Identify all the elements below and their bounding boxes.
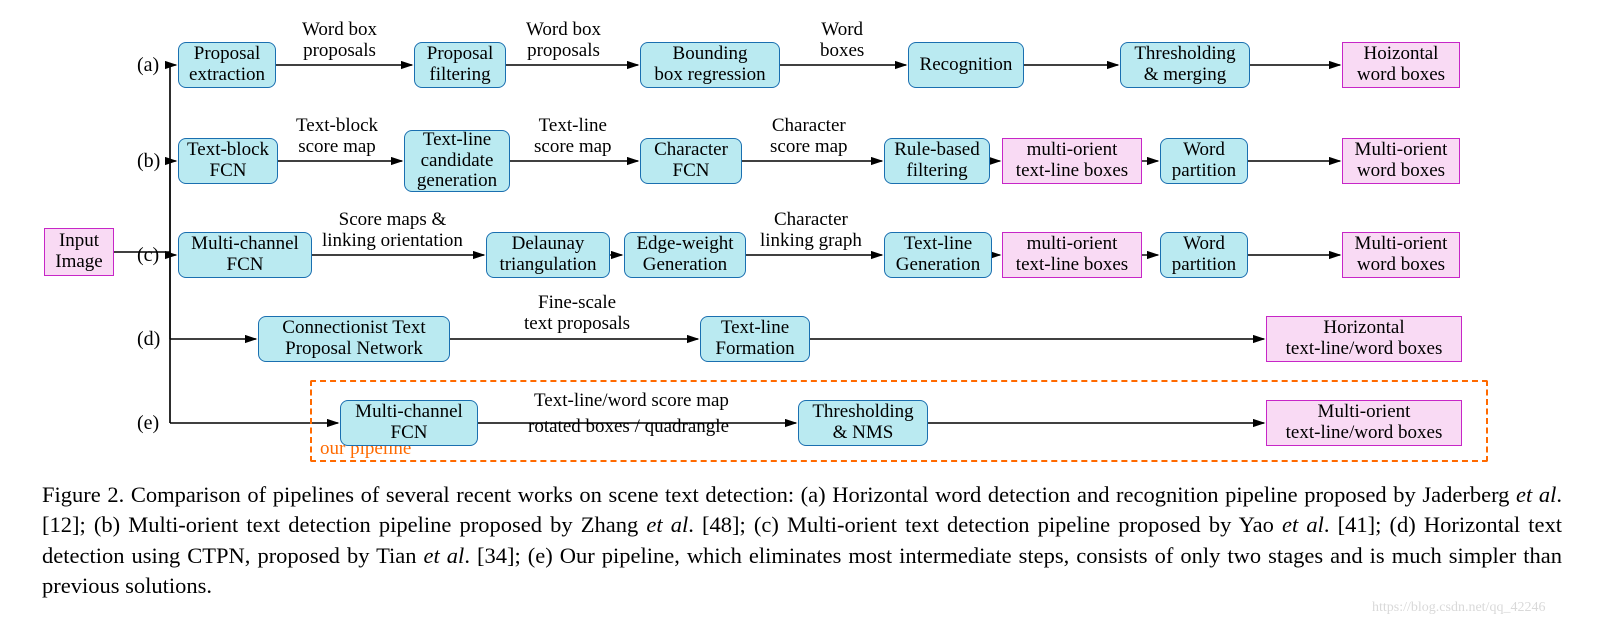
node-d3: Horizontal text-line/word boxes bbox=[1266, 316, 1462, 362]
edge-label-a-2: Word boxes bbox=[820, 20, 864, 62]
node-a2: Proposal filtering bbox=[414, 42, 506, 88]
node-d2: Text-line Formation bbox=[700, 316, 810, 362]
edge-label-b-2: Character score map bbox=[770, 116, 848, 158]
node-b7: Multi-orient word boxes bbox=[1342, 138, 1460, 184]
edge-label-c-1: Character linking graph bbox=[760, 210, 862, 252]
node-c4: Text-line Generation bbox=[884, 232, 992, 278]
node-e2: Thresholding & NMS bbox=[798, 400, 928, 446]
row-label-e: (e) bbox=[137, 412, 159, 435]
row-label-d: (d) bbox=[137, 328, 160, 351]
edge-label-a-1: Word box proposals bbox=[526, 20, 601, 62]
node-c1: Multi-channel FCN bbox=[178, 232, 312, 278]
node-a5: Thresholding & merging bbox=[1120, 42, 1250, 88]
node-b6: Word partition bbox=[1160, 138, 1248, 184]
node-a1: Proposal extraction bbox=[178, 42, 276, 88]
edge-label-b-1: Text-line score map bbox=[534, 116, 612, 158]
node-c5: multi-orient text-line boxes bbox=[1002, 232, 1142, 278]
node-b1: Text-block FCN bbox=[178, 138, 278, 184]
node-c3: Edge-weight Generation bbox=[624, 232, 746, 278]
node-c7: Multi-orient word boxes bbox=[1342, 232, 1460, 278]
edge-label-e-0: Text-line/word score map bbox=[534, 391, 729, 412]
node-a3: Bounding box regression bbox=[640, 42, 780, 88]
edge-label-d-0: Fine-scale text proposals bbox=[524, 293, 630, 335]
figure-caption: Figure 2. Comparison of pipelines of sev… bbox=[42, 480, 1562, 602]
row-label-b: (b) bbox=[137, 150, 160, 173]
edge-label-e-1: rotated boxes / quadrangle bbox=[528, 417, 729, 438]
node-b4: Rule-based filtering bbox=[884, 138, 990, 184]
row-label-a: (a) bbox=[137, 54, 159, 77]
edge-label-b-0: Text-block score map bbox=[296, 116, 378, 158]
input-image-node: Input Image bbox=[44, 228, 114, 276]
node-b5: multi-orient text-line boxes bbox=[1002, 138, 1142, 184]
watermark: https://blog.csdn.net/qq_42246 bbox=[1372, 600, 1545, 616]
node-b3: Character FCN bbox=[640, 138, 742, 184]
node-c6: Word partition bbox=[1160, 232, 1248, 278]
node-a4: Recognition bbox=[908, 42, 1024, 88]
edge-label-a-0: Word box proposals bbox=[302, 20, 377, 62]
node-e1: Multi-channel FCN bbox=[340, 400, 478, 446]
node-e3: Multi-orient text-line/word boxes bbox=[1266, 400, 1462, 446]
node-d1: Connectionist Text Proposal Network bbox=[258, 316, 450, 362]
node-c2: Delaunay triangulation bbox=[486, 232, 610, 278]
node-a6: Hoizontal word boxes bbox=[1342, 42, 1460, 88]
node-b2: Text-line candidate generation bbox=[404, 130, 510, 192]
row-label-c: (c) bbox=[137, 244, 159, 267]
edge-label-c-0: Score maps & linking orientation bbox=[322, 210, 463, 252]
